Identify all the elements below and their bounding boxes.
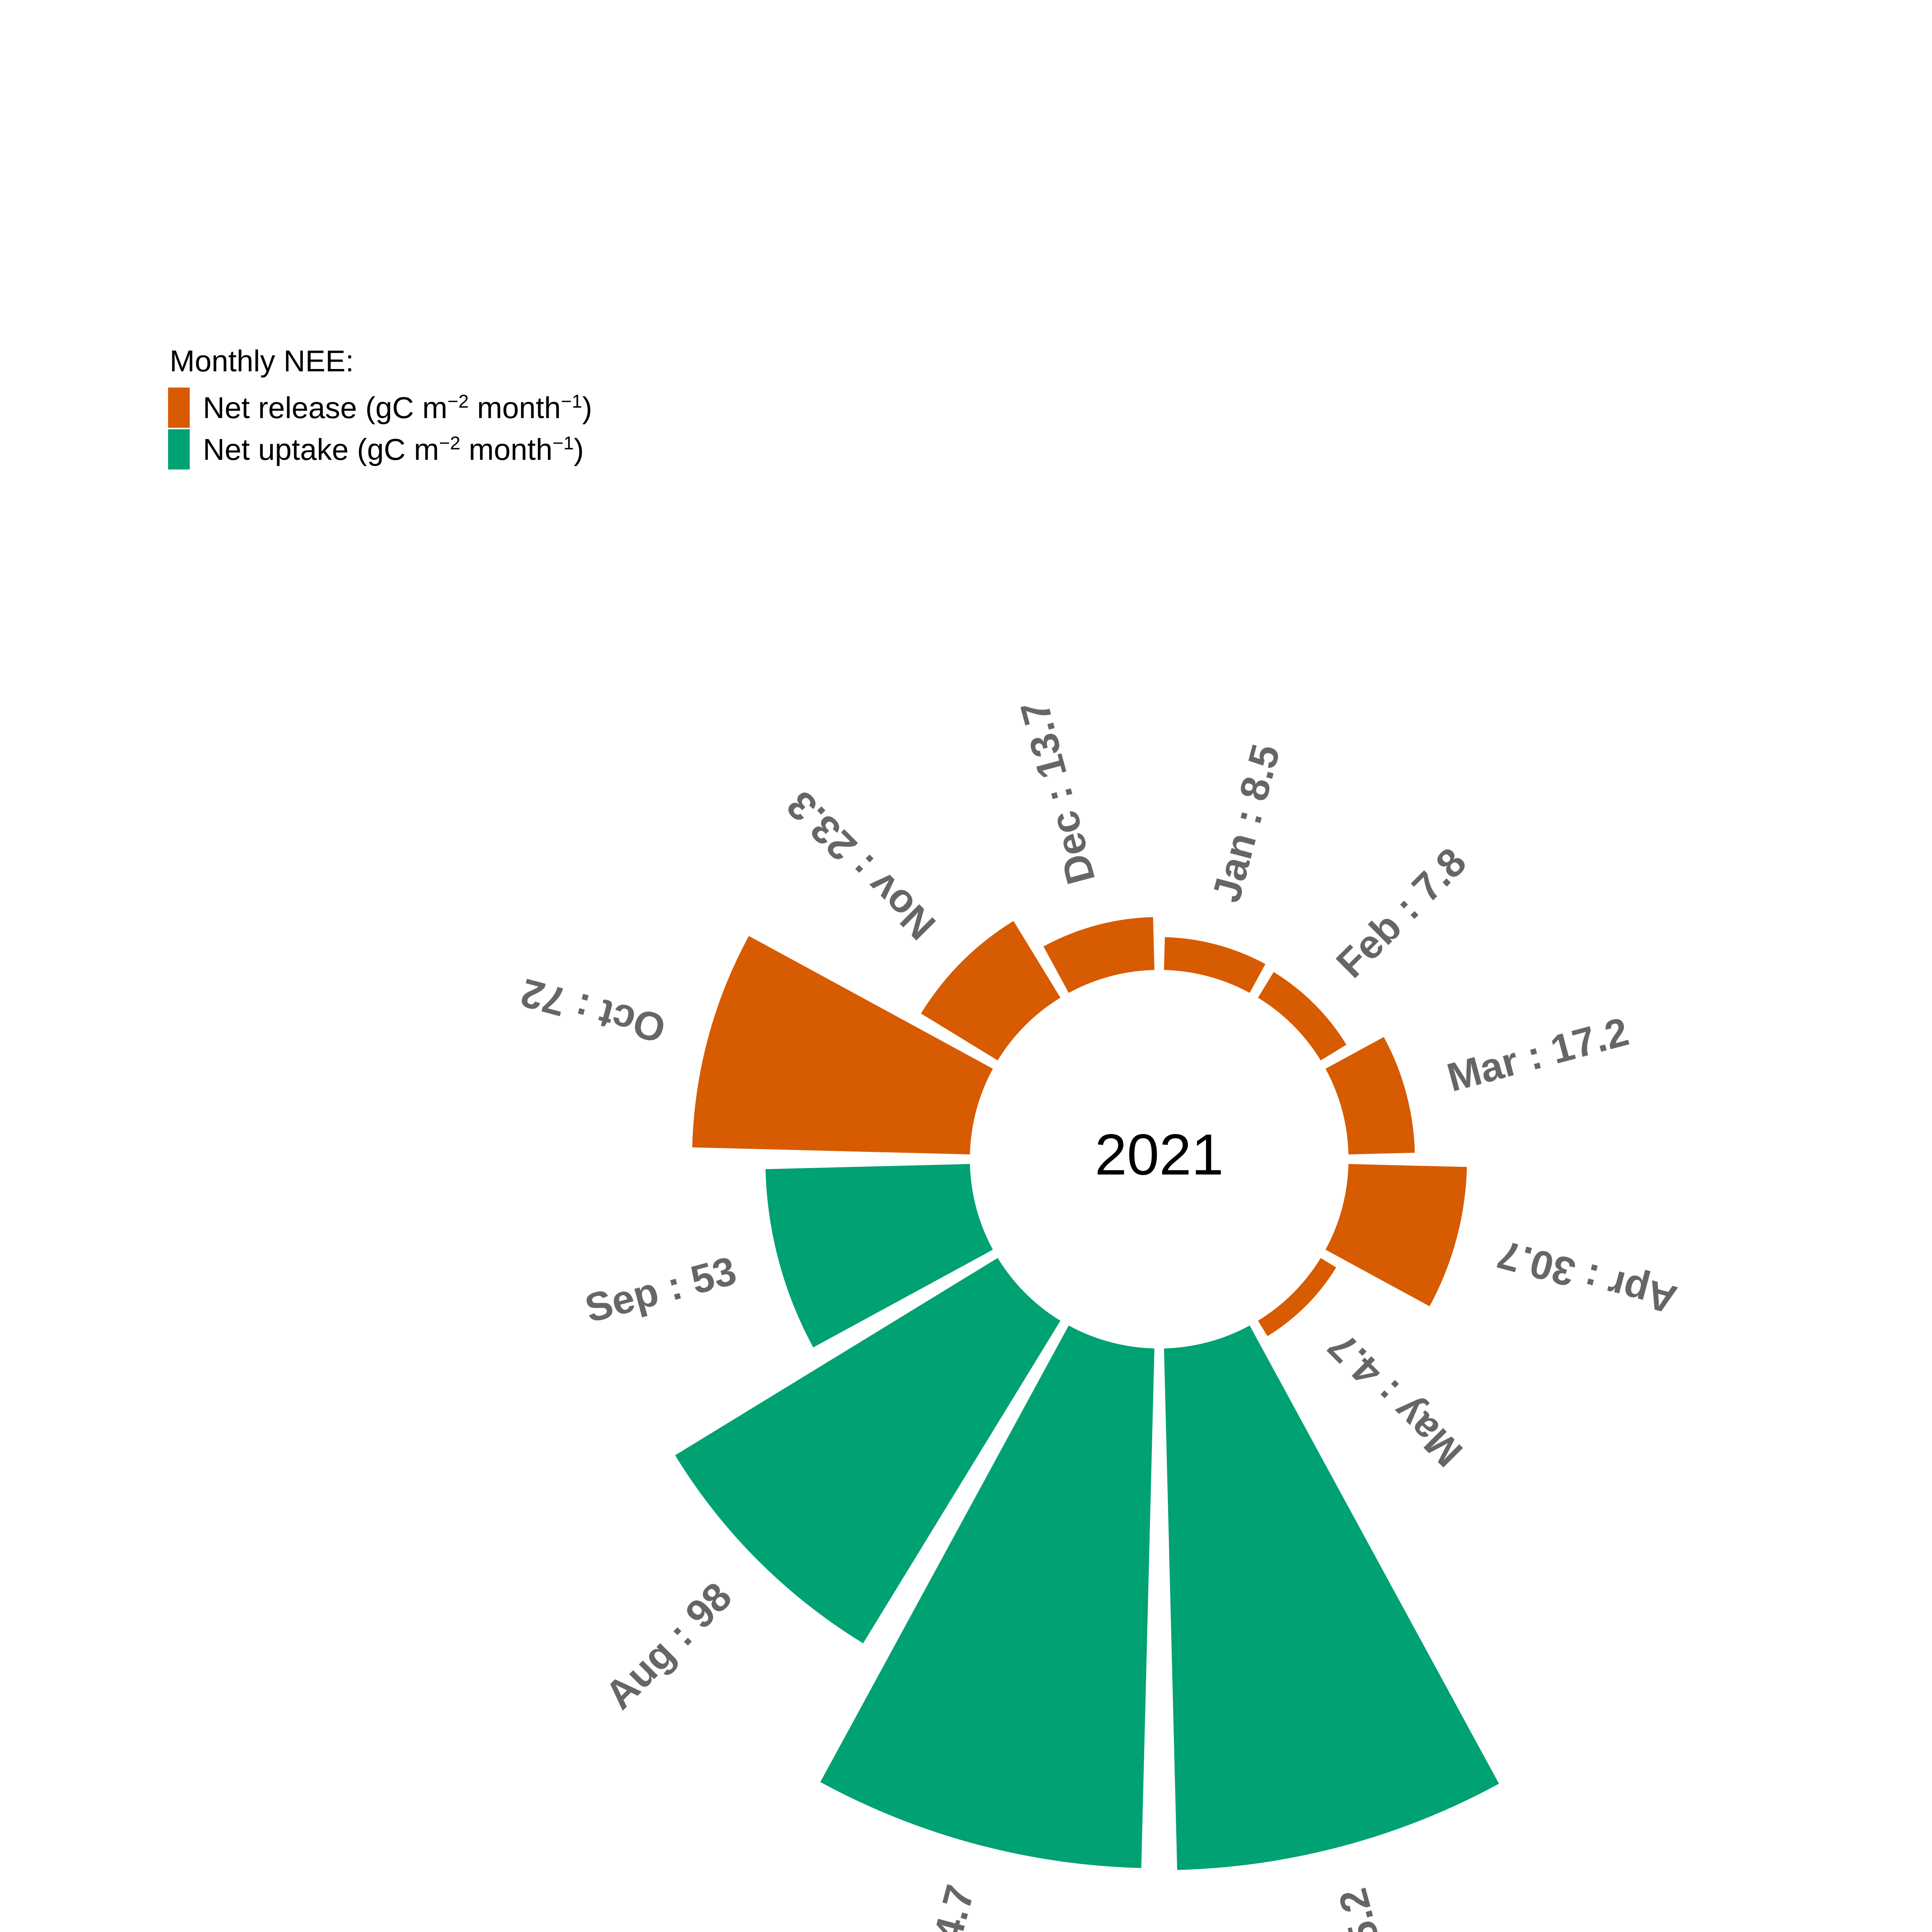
legend-label-net-uptake: Net uptake (gC m−2 month−1) [203,432,584,466]
rose-label-aug: Aug : 98 [597,1574,740,1718]
rose-label-dec: Dec : 13.7 [1012,696,1104,889]
rose-label-sep: Sep : 53 [580,1248,741,1331]
rose-slice-jan[interactable] [1164,937,1265,993]
rose-label-may: May : 4.7 [1320,1323,1471,1475]
legend-title: Monthly NEE: [170,344,354,378]
rose-label-oct: Oct : 72 [516,970,670,1051]
rose-slice-may[interactable] [1258,1258,1337,1337]
rose-slice-sep[interactable] [765,1164,993,1348]
rose-label-feb: Feb : 7.8 [1328,839,1475,986]
rose-slice-feb[interactable] [1258,972,1347,1061]
rose-slice-apr[interactable] [1325,1164,1467,1306]
rose-slice-dec[interactable] [1043,917,1155,993]
legend-swatch-net-release [168,388,190,428]
legend: Monthly NEE: Net release (gC m−2 month−1… [168,346,902,470]
rose-label-jul: Jul : 134.7 [889,1881,983,1932]
legend-label-net-release: Net release (gC m−2 month−1) [203,391,592,425]
rose-slices [675,917,1499,1870]
rose-slice-aug[interactable] [675,1258,1061,1643]
legend-item-net-release[interactable]: Net release (gC m−2 month−1) [168,387,902,429]
rose-label-mar: Mar : 17.2 [1442,1009,1633,1100]
rose-label-jun: Jun : 135.2 [1330,1884,1427,1932]
rose-slice-jun[interactable] [1164,1325,1499,1870]
center-year-label: 2021 [1095,1122,1224,1187]
rose-slice-mar[interactable] [1325,1037,1415,1155]
rose-label-nov: Nov : 23.3 [778,782,944,948]
legend-swatch-net-uptake [168,429,190,469]
rose-slice-oct[interactable] [692,936,993,1155]
rose-slice-nov[interactable] [921,921,1061,1061]
rose-label-jan: Jan : 8.5 [1204,740,1289,907]
rose-label-apr: Apr : 30.7 [1493,1231,1682,1322]
legend-item-net-uptake[interactable]: Net uptake (gC m−2 month−1) [168,429,902,470]
rose-slice-jul[interactable] [820,1325,1155,1868]
